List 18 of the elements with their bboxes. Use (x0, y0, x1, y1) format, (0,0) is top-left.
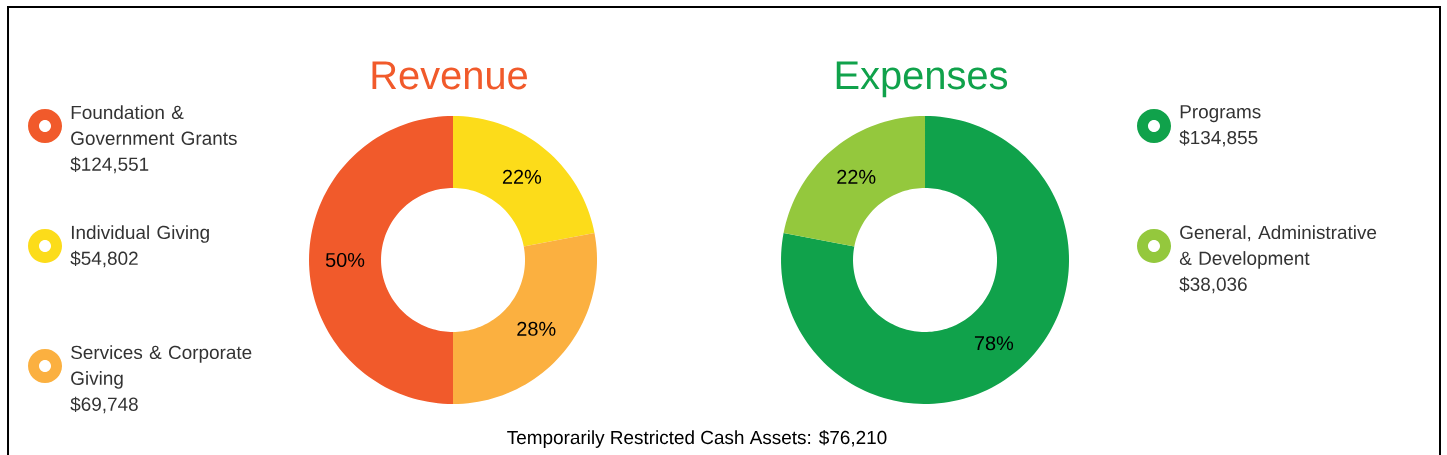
legend-label: Individual Giving (71, 225, 209, 243)
chart-title: Revenue (372, 61, 527, 90)
text: $124,551 (70, 156, 149, 174)
data-label: 22% (837, 169, 876, 184)
data-label: 78% (974, 336, 1014, 351)
text: $54,802 (70, 250, 138, 268)
text: Temporarily Restricted Cash Assets: $76,210 (507, 429, 887, 448)
legend-label: General, Administrative & Development (1179, 225, 1377, 269)
text: $38,036 (1179, 276, 1247, 294)
legend-label: Services & Corporate Giving (71, 345, 252, 389)
chart-title: Expenses (836, 61, 1008, 98)
data-label: 50% (325, 252, 365, 268)
data-label: 22% (502, 169, 542, 184)
text: $69,748 (70, 396, 138, 414)
legend-label: Foundation & Government Grants (71, 105, 237, 145)
data-label: 28% (517, 321, 556, 336)
text: $134,855 (1179, 130, 1258, 147)
legend-label: Programs (1180, 105, 1261, 123)
